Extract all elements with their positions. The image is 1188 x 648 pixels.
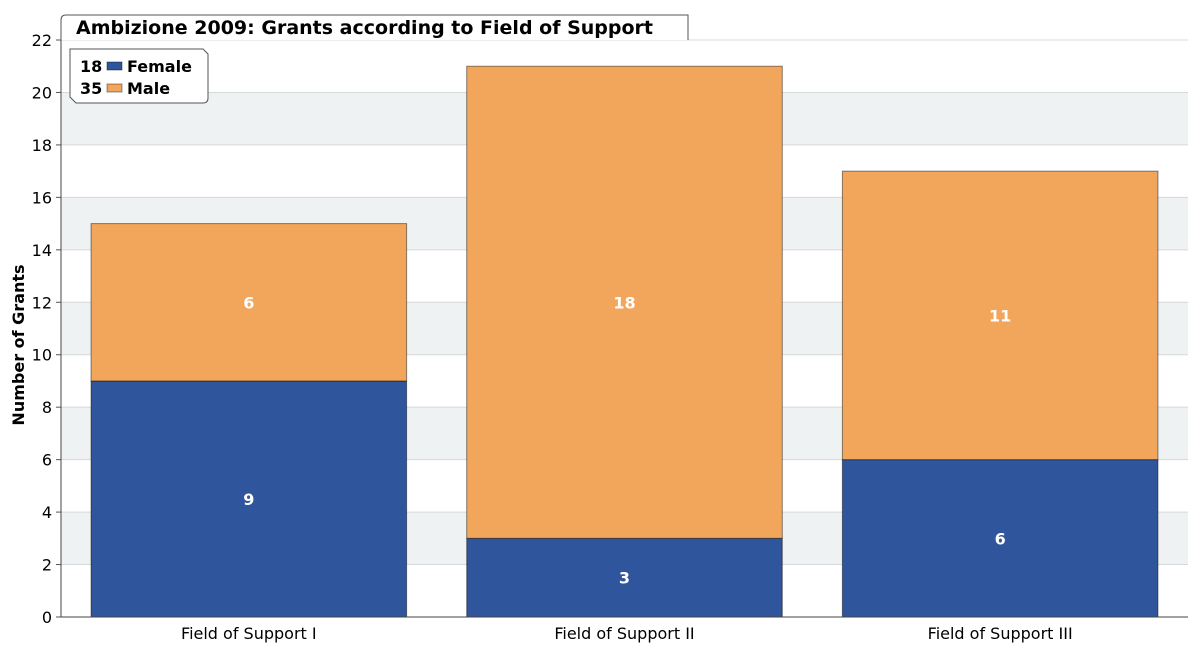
data-label: 6 xyxy=(995,529,1006,548)
y-tick-label: 16 xyxy=(32,188,52,207)
x-tick-label: Field of Support II xyxy=(554,624,694,643)
y-tick-label: 10 xyxy=(32,346,52,365)
chart-title-box: Ambizione 2009: Grants according to Fiel… xyxy=(60,14,689,40)
data-label: 18 xyxy=(613,293,635,312)
axes xyxy=(60,40,1188,618)
data-label: 11 xyxy=(989,306,1011,325)
data-label: 3 xyxy=(619,569,630,588)
y-tick-label: 22 xyxy=(32,31,52,50)
data-label: 6 xyxy=(243,293,254,312)
x-tick-labels: Field of Support I Field of Support II Fie… xyxy=(181,624,1073,643)
y-tick-label: 0 xyxy=(42,608,52,627)
y-tick-label: 18 xyxy=(32,136,52,155)
legend: 18 Female 35 Male xyxy=(69,48,209,104)
legend-total: 35 xyxy=(80,79,102,98)
y-tick-label: 14 xyxy=(32,241,52,260)
y-tick-label: 2 xyxy=(42,556,52,575)
x-tick-label: Field of Support III xyxy=(928,624,1073,643)
bar-male xyxy=(90,223,408,382)
y-axis-label: Number of Grants xyxy=(9,264,28,425)
data-label: 9 xyxy=(243,490,254,509)
legend-label: Female xyxy=(127,57,192,76)
y-tick-label: 4 xyxy=(42,503,52,522)
y-tick-label: 8 xyxy=(42,398,52,417)
bar-female xyxy=(466,537,783,618)
x-tick-label: Field of Support I xyxy=(181,624,317,643)
legend-swatch xyxy=(106,83,123,93)
y-tick-labels: 0 2 4 6 8 10 12 14 16 18 20 22 xyxy=(32,31,52,627)
y-tick-label: 6 xyxy=(42,451,52,470)
bar-female xyxy=(90,380,408,618)
bar-male xyxy=(841,170,1159,461)
legend-swatch xyxy=(106,61,123,71)
data-labels: 9 6 3 18 6 11 xyxy=(243,293,1011,587)
legend-label: Male xyxy=(127,79,170,98)
bar-female xyxy=(841,459,1159,618)
y-tick-label: 12 xyxy=(32,293,52,312)
y-tick-label: 20 xyxy=(32,83,52,102)
chart-title: Ambizione 2009: Grants according to Fiel… xyxy=(76,17,653,39)
legend-total: 18 xyxy=(80,57,102,76)
bar-male xyxy=(466,65,783,539)
bars xyxy=(90,65,1159,618)
